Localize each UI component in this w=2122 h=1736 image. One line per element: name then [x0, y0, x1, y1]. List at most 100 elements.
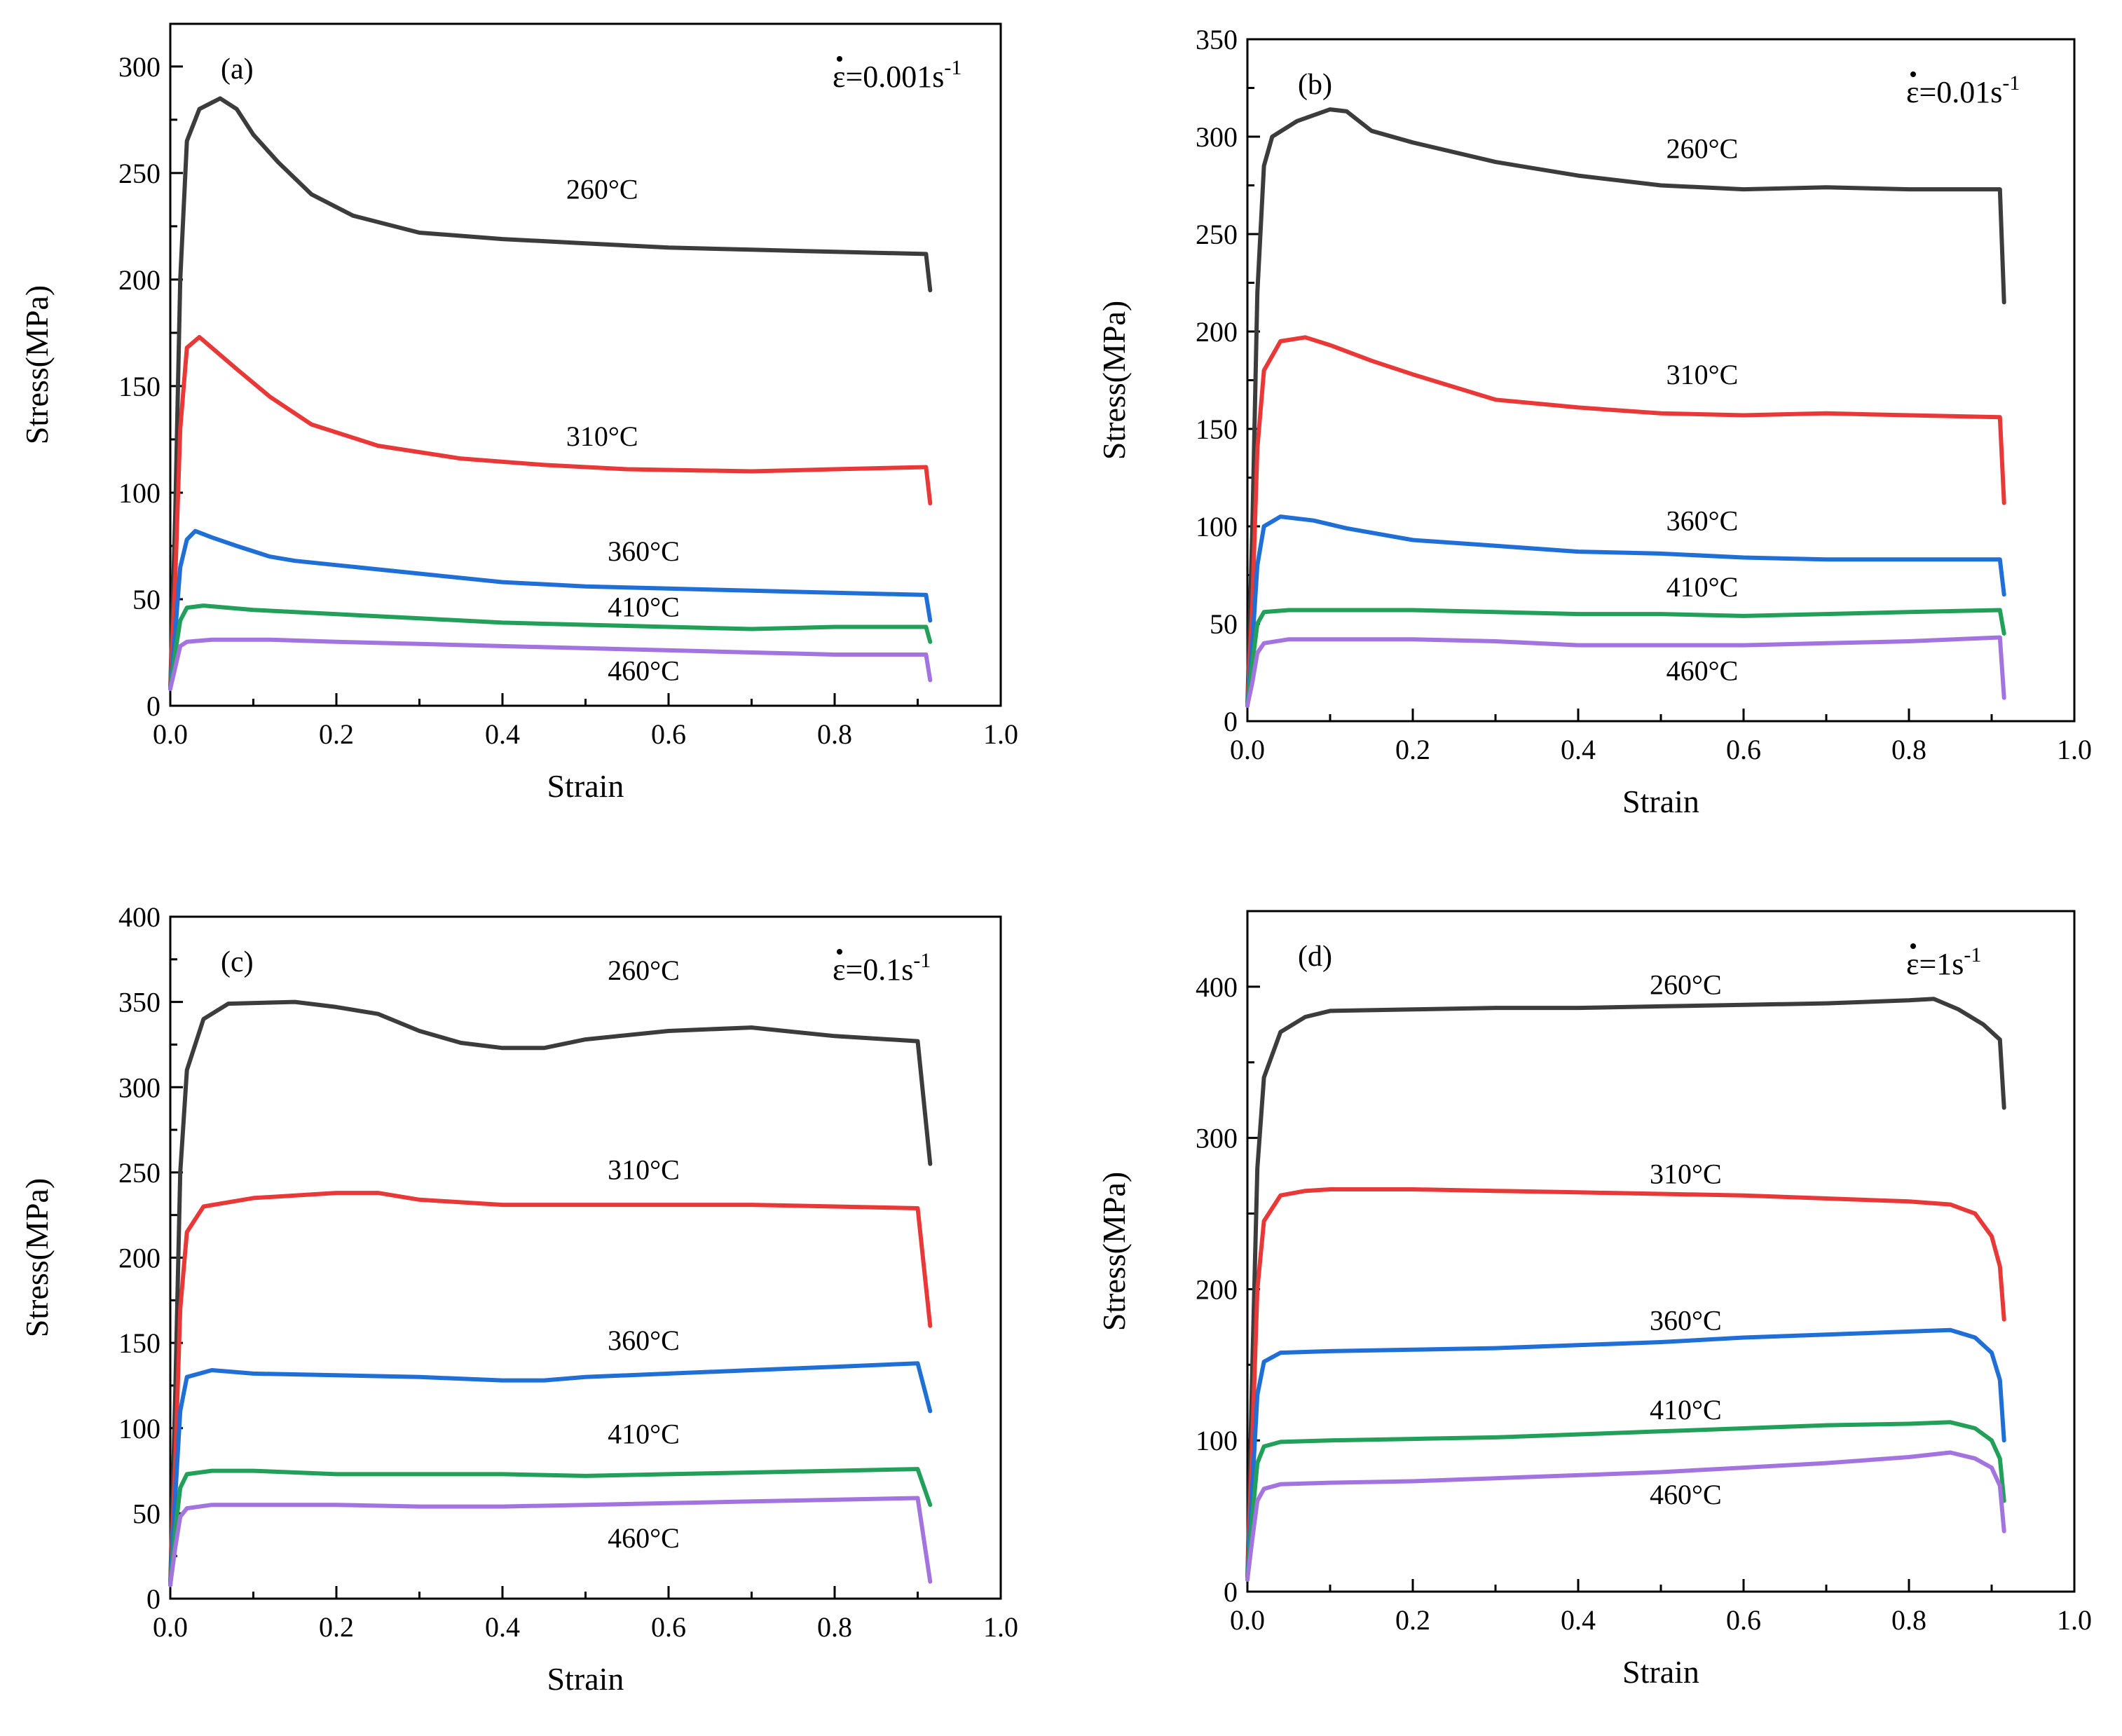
series-label-310C: 310°C [1650, 1158, 1722, 1189]
x-tick-label: 0.2 [1395, 734, 1430, 765]
series-label-410C: 410°C [1666, 571, 1739, 603]
series-label-260C: 260°C [608, 955, 680, 986]
y-tick-label: 0 [1224, 706, 1238, 737]
series-line-460C [1245, 1450, 2006, 1582]
x-tick-label: 0.8 [817, 1611, 852, 1643]
x-tick-label: 0.2 [319, 718, 354, 750]
strain-rate-dot [837, 56, 842, 62]
y-tick-label: 200 [118, 264, 160, 296]
series-line-410C [168, 603, 933, 691]
y-tick-label: 50 [1210, 608, 1238, 640]
x-axis-label: Strain [1622, 1654, 1699, 1690]
chart-panel-d: 0.0 0.2 0.4 0.6 0.8 1.0 0 100 200 300 400 Strain Str… [1096, 910, 2092, 1690]
y-tick-label: 200 [118, 1243, 160, 1274]
strain-rate-dot [1910, 943, 1916, 949]
x-tick-label: 0.6 [651, 718, 686, 750]
x-tick-label: 1.0 [2057, 734, 2092, 765]
y-tick-label: 250 [118, 1157, 160, 1189]
y-tick-label: 350 [1196, 24, 1238, 55]
panel-label: (a) [221, 53, 254, 86]
x-tick-label: 0.4 [485, 1611, 520, 1643]
chart-panel-a: 0.0 0.2 0.4 0.6 0.8 1.0 0 50 100 150 200 250 300 Stra… [19, 22, 1018, 804]
strain-rate-label: ε=1s-1 [1906, 943, 1981, 981]
x-tick-label: 0.2 [319, 1611, 354, 1643]
y-tick-label: 150 [118, 1327, 160, 1359]
y-tick-label: 100 [118, 1413, 160, 1444]
series-line-310C [1245, 335, 2006, 708]
series-label-410C: 410°C [1650, 1394, 1722, 1426]
y-tick-label: 400 [1196, 971, 1238, 1003]
series-label-360C: 360°C [1650, 1305, 1722, 1337]
x-axis-label: Strain [1622, 784, 1699, 819]
series-line-410C [1245, 608, 2006, 708]
strain-rate-dot [837, 949, 842, 955]
series-line-360C [168, 1361, 933, 1587]
series-line-360C [1245, 1327, 2006, 1582]
x-tick-label: 0.4 [485, 718, 520, 750]
y-tick-label: 0 [146, 1583, 160, 1615]
series-line-460C [168, 637, 933, 691]
series-label-460C: 460°C [608, 655, 680, 687]
series-label-260C: 260°C [566, 173, 638, 205]
series-line-410C [168, 1467, 933, 1587]
series-line-460C [168, 1496, 933, 1587]
series-label-260C: 260°C [1666, 133, 1739, 165]
x-tick-label: 0.6 [1726, 734, 1761, 765]
panel-label: (b) [1298, 69, 1332, 101]
series-label-410C: 410°C [608, 591, 680, 622]
x-tick-label: 0.6 [1726, 1604, 1761, 1636]
y-axis-label: Stress(MPa) [1096, 301, 1132, 460]
series-label-460C: 460°C [608, 1522, 680, 1554]
y-tick-label: 300 [1196, 121, 1238, 153]
series-label-410C: 410°C [608, 1419, 680, 1450]
series-label-360C: 360°C [608, 535, 680, 567]
y-tick-label: 150 [118, 371, 160, 402]
strain-rate-label: ε=0.001s-1 [833, 56, 961, 94]
x-tick-label: 0.0 [1230, 1604, 1265, 1636]
x-tick-label: 0.0 [153, 718, 188, 750]
x-tick-label: 0.2 [1395, 1604, 1430, 1636]
x-tick-label: 0.6 [651, 1611, 686, 1643]
y-tick-label: 250 [1196, 219, 1238, 250]
series-line-310C [168, 1191, 933, 1587]
series-label-460C: 460°C [1650, 1479, 1722, 1510]
series-line-260C [1245, 107, 2006, 708]
strain-rate-dot [1910, 71, 1916, 77]
series-label-310C: 310°C [608, 1154, 680, 1186]
x-axis-label: Strain [547, 1661, 624, 1697]
series-label-310C: 310°C [566, 421, 638, 452]
x-tick-label: 0.8 [1891, 1604, 1926, 1636]
series-line-360C [168, 528, 933, 691]
y-tick-label: 0 [146, 690, 160, 722]
x-tick-label: 0.0 [1230, 734, 1265, 765]
x-tick-label: 0.4 [1561, 1604, 1596, 1636]
strain-rate-label: ε=0.01s-1 [1906, 71, 2020, 109]
y-tick-label: 200 [1196, 1273, 1238, 1305]
series-line-460C [1245, 635, 2006, 708]
x-tick-label: 0.8 [817, 718, 852, 750]
series-label-360C: 360°C [1666, 505, 1739, 537]
x-tick-label: 0.0 [153, 1611, 188, 1643]
chart-panel-b: 0.0 0.2 0.4 0.6 0.8 1.0 0 50 100 150 200 250 300 350 S… [1096, 24, 2092, 819]
x-tick-label: 1.0 [983, 1611, 1018, 1643]
x-tick-label: 1.0 [2057, 1604, 2092, 1636]
series-label-260C: 260°C [1650, 969, 1722, 1001]
x-tick-label: 1.0 [983, 718, 1018, 750]
y-axis-label: Stress(MPa) [19, 285, 55, 444]
x-tick-label: 0.8 [1891, 734, 1926, 765]
strain-rate-label: ε=0.1s-1 [833, 949, 931, 987]
y-tick-label: 250 [118, 158, 160, 189]
series-label-310C: 310°C [1666, 359, 1739, 390]
y-tick-label: 0 [1224, 1576, 1238, 1608]
series-label-360C: 360°C [608, 1325, 680, 1356]
y-axis-label: Stress(MPa) [19, 1178, 55, 1337]
series-label-460C: 460°C [1666, 655, 1739, 687]
series-line-410C [1245, 1420, 2006, 1582]
chart-panel-c: 0.0 0.2 0.4 0.6 0.8 1.0 0 50 100 150 200 250 300 350 4… [19, 901, 1018, 1697]
y-tick-label: 100 [1196, 511, 1238, 542]
x-axis-label: Strain [547, 768, 624, 804]
y-axis-label: Stress(MPa) [1096, 1172, 1132, 1331]
y-tick-label: 200 [1196, 316, 1238, 348]
y-tick-label: 300 [1196, 1123, 1238, 1154]
